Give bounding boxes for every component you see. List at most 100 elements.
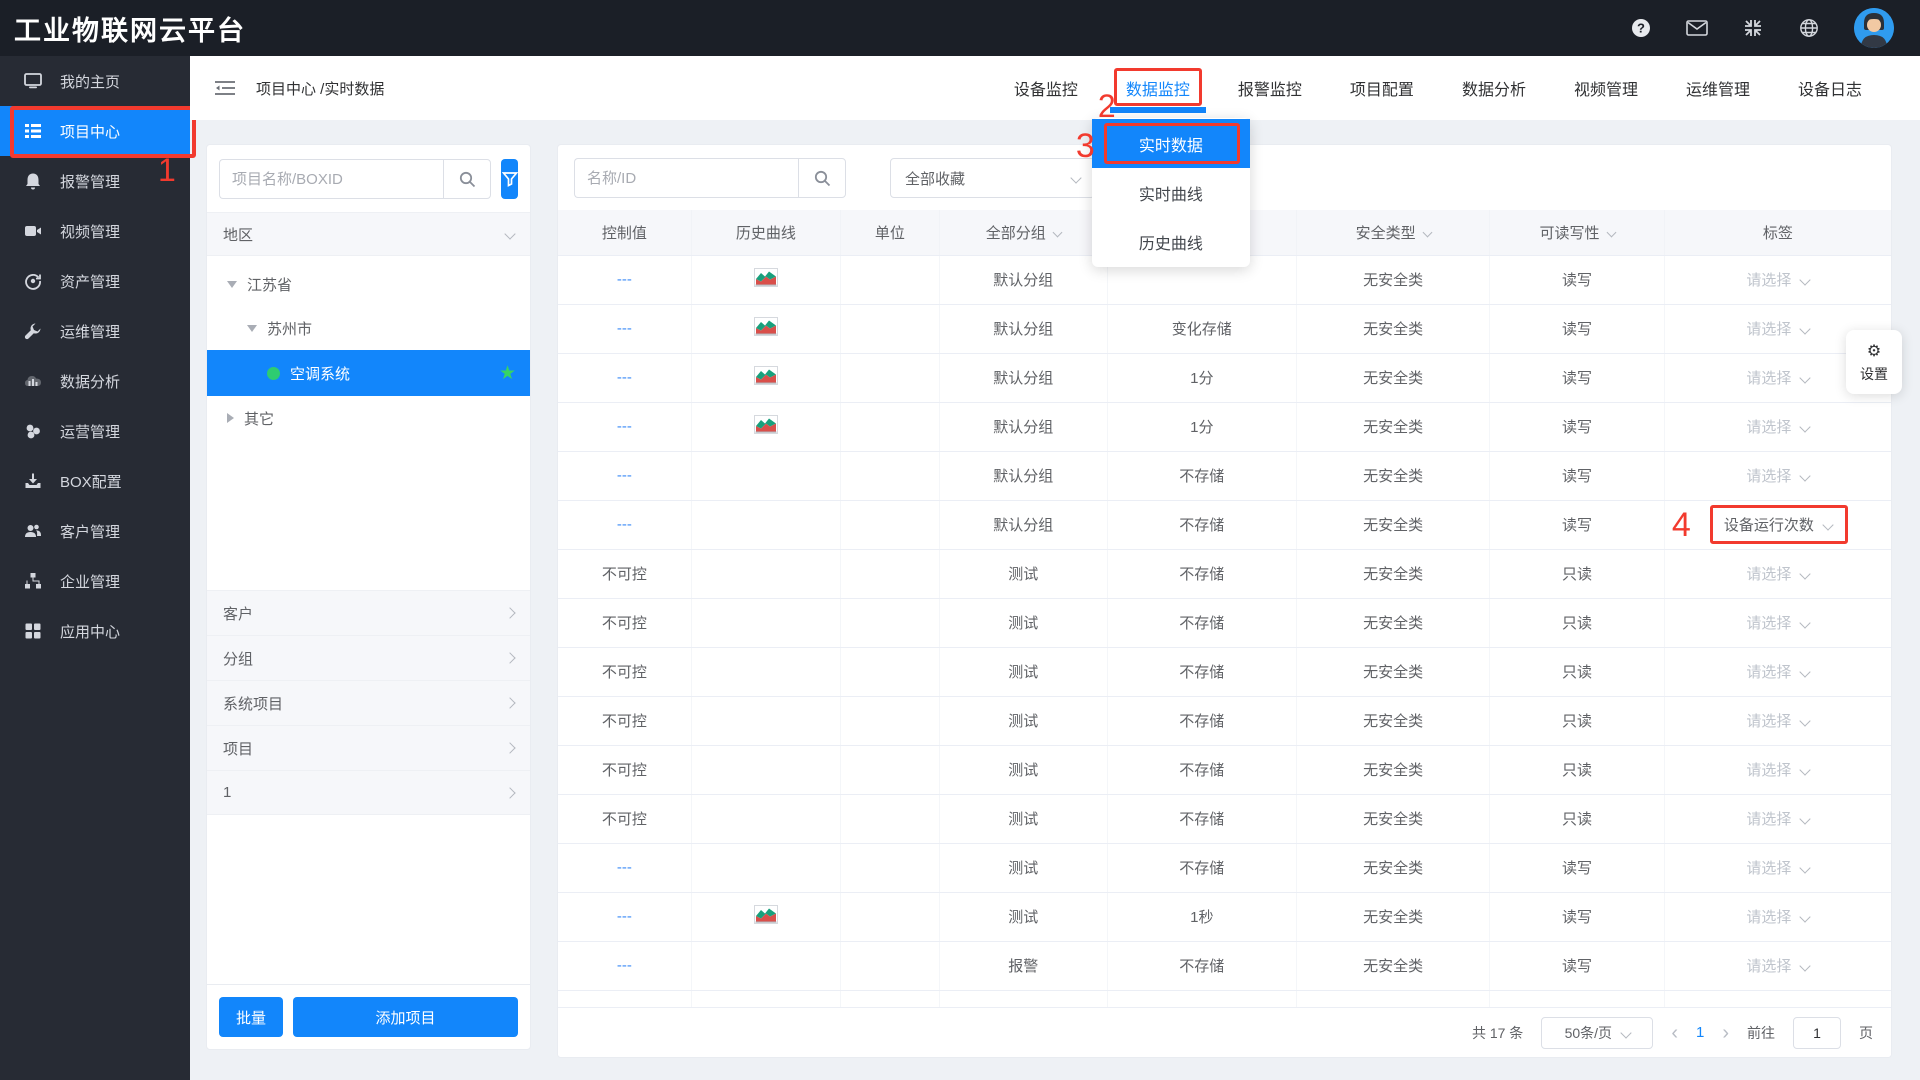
chart-cloud-icon bbox=[25, 376, 41, 386]
point-search-button[interactable] bbox=[798, 158, 846, 198]
history-curve-icon[interactable] bbox=[753, 317, 778, 336]
control-value[interactable]: 不可控 bbox=[601, 566, 647, 583]
unit-cell bbox=[840, 990, 940, 1007]
history-curve-icon[interactable] bbox=[753, 366, 778, 385]
region-section-header[interactable]: 地区 bbox=[207, 212, 530, 256]
control-value[interactable]: 不可控 bbox=[601, 762, 647, 779]
tree-node-other[interactable]: 其它 bbox=[207, 396, 530, 440]
tag-select[interactable]: 请选择 bbox=[1746, 808, 1812, 829]
tag-select[interactable]: 请选择 bbox=[1746, 1004, 1809, 1007]
sidebar-item-project-center[interactable]: 项目中心 1 bbox=[0, 106, 196, 188]
menu-item-history-curve[interactable]: 历史曲线 bbox=[1138, 235, 1203, 253]
tag-select[interactable]: 请选择 bbox=[1746, 465, 1812, 486]
breadcrumb: 项目中心 /实时数据 bbox=[256, 80, 385, 98]
project-search-button[interactable] bbox=[443, 159, 491, 199]
sidebar-item-app-center[interactable]: 应用中心 bbox=[0, 606, 190, 656]
help-icon[interactable]: ? bbox=[1630, 17, 1652, 39]
sidebar-item-home[interactable]: 我的主页 bbox=[0, 56, 190, 106]
tree-node-province[interactable]: 江苏省 bbox=[207, 262, 530, 306]
control-value[interactable]: 不可控 bbox=[601, 713, 647, 730]
tree-node-city[interactable]: 苏州市 bbox=[207, 306, 530, 350]
next-page-button[interactable]: › bbox=[1722, 1021, 1729, 1044]
group-row-1[interactable]: 1 bbox=[207, 770, 530, 815]
tab-data-analysis[interactable]: 数据分析 bbox=[1461, 82, 1526, 99]
sidebar-item-video[interactable]: 视频管理 bbox=[0, 206, 190, 256]
group-row-project[interactable]: 项目 bbox=[207, 725, 530, 770]
prev-page-button[interactable]: ‹ bbox=[1671, 1021, 1678, 1044]
compress-icon[interactable] bbox=[1742, 17, 1764, 39]
tab-data-monitor[interactable]: 数据监控 2 实时数据 3 实时曲线 历史曲线 bbox=[1076, 56, 1250, 267]
history-curve-icon[interactable] bbox=[753, 905, 778, 924]
history-curve-icon[interactable] bbox=[753, 415, 778, 434]
page-size-select[interactable]: 50条/页 bbox=[1541, 1016, 1654, 1049]
security-cell: 无安全类 bbox=[1296, 598, 1491, 648]
sidebar-item-operations[interactable]: 运营管理 bbox=[0, 406, 190, 456]
point-search-input[interactable] bbox=[574, 158, 798, 198]
batch-button[interactable]: 批量 bbox=[219, 997, 283, 1037]
tag-select[interactable]: 请选择 bbox=[1746, 710, 1812, 731]
tag-select[interactable]: 请选择 bbox=[1746, 857, 1812, 878]
control-value[interactable]: 不可控 bbox=[601, 811, 647, 828]
menu-item-realtime-curve[interactable]: 实时曲线 bbox=[1138, 186, 1203, 204]
sidebar-item-enterprise[interactable]: 企业管理 bbox=[0, 556, 190, 606]
menu-fold-icon[interactable] bbox=[214, 79, 236, 97]
tag-select[interactable]: 请选择 bbox=[1746, 269, 1812, 290]
tab-ops-manage[interactable]: 运维管理 bbox=[1685, 82, 1750, 99]
chevron-down-icon bbox=[1422, 227, 1433, 238]
sidebar-item-alarm[interactable]: 报警管理 bbox=[0, 156, 190, 206]
filter-button[interactable] bbox=[501, 159, 518, 199]
globe-icon[interactable] bbox=[1798, 17, 1820, 39]
sidebar-item-asset[interactable]: 资产管理 bbox=[0, 256, 190, 306]
col-header-read-write[interactable]: 可读写性 bbox=[1489, 210, 1665, 256]
tag-select[interactable]: 4 设备运行次数 bbox=[1672, 505, 1848, 544]
current-page[interactable]: 1 bbox=[1695, 1024, 1705, 1041]
tag-select[interactable]: 请选择 bbox=[1746, 563, 1812, 584]
tag-select[interactable]: 请选择 bbox=[1746, 318, 1812, 339]
control-value[interactable]: --- bbox=[616, 418, 632, 435]
tag-select[interactable]: 请选择 bbox=[1746, 367, 1812, 388]
project-search-input[interactable] bbox=[219, 159, 443, 199]
tab-device-monitor[interactable]: 设备监控 bbox=[1013, 82, 1078, 99]
tab-project-config[interactable]: 项目配置 bbox=[1349, 82, 1414, 99]
tag-select[interactable]: 请选择 bbox=[1746, 661, 1812, 682]
goto-page-input[interactable] bbox=[1793, 1016, 1841, 1049]
group-row-group[interactable]: 分组 bbox=[207, 635, 530, 680]
control-value[interactable]: --- bbox=[616, 516, 632, 533]
control-value[interactable]: --- bbox=[616, 369, 632, 386]
active-tab-indicator bbox=[1109, 107, 1206, 113]
col-header-security-type[interactable]: 安全类型 bbox=[1296, 210, 1491, 256]
control-value[interactable]: --- bbox=[616, 859, 632, 876]
control-value[interactable]: --- bbox=[616, 957, 632, 974]
group-row-customer[interactable]: 客户 bbox=[207, 590, 530, 635]
group-row-system-project[interactable]: 系统项目 bbox=[207, 680, 530, 725]
control-value[interactable]: 不可控 bbox=[601, 615, 647, 632]
tag-select[interactable]: 请选择 bbox=[1746, 416, 1812, 437]
tree-node-project-selected[interactable]: 空调系统 ★ bbox=[207, 350, 530, 396]
sidebar-item-data-analysis[interactable]: 数据分析 bbox=[0, 356, 190, 406]
menu-item-realtime-data[interactable]: 实时数据 3 bbox=[1076, 119, 1250, 168]
tab-device-log[interactable]: 设备日志 bbox=[1797, 82, 1862, 99]
add-project-button[interactable]: 添加项目 bbox=[293, 997, 518, 1037]
tab-alarm-monitor[interactable]: 报警监控 bbox=[1237, 82, 1302, 99]
tab-video-manage[interactable]: 视频管理 bbox=[1573, 82, 1638, 99]
control-value[interactable]: --- bbox=[616, 271, 632, 288]
control-value[interactable]: --- bbox=[616, 320, 632, 337]
control-value[interactable]: --- bbox=[617, 1006, 632, 1007]
tag-select[interactable]: 请选择 bbox=[1746, 612, 1812, 633]
control-value[interactable]: --- bbox=[616, 467, 632, 484]
sidebar-item-customers[interactable]: 客户管理 bbox=[0, 506, 190, 556]
tag-select[interactable]: 请选择 bbox=[1746, 955, 1812, 976]
sidebar-item-box-config[interactable]: BOX配置 bbox=[0, 456, 190, 506]
tag-select[interactable]: 请选择 bbox=[1746, 759, 1812, 780]
settings-flyout[interactable]: ⚙ 设置 bbox=[1846, 330, 1902, 394]
mail-icon[interactable] bbox=[1686, 17, 1708, 39]
avatar[interactable] bbox=[1854, 8, 1894, 48]
tag-select[interactable]: 请选择 bbox=[1746, 906, 1812, 927]
favorite-filter-select[interactable]: 全部收藏 bbox=[890, 158, 1095, 198]
col-header-group[interactable]: 全部分组 bbox=[939, 210, 1108, 256]
control-value[interactable]: --- bbox=[616, 908, 632, 925]
sidebar-item-maintenance[interactable]: 运维管理 bbox=[0, 306, 190, 356]
favorite-star-icon[interactable]: ★ bbox=[498, 362, 516, 384]
control-value[interactable]: 不可控 bbox=[601, 664, 647, 681]
history-curve-icon[interactable] bbox=[753, 268, 778, 287]
